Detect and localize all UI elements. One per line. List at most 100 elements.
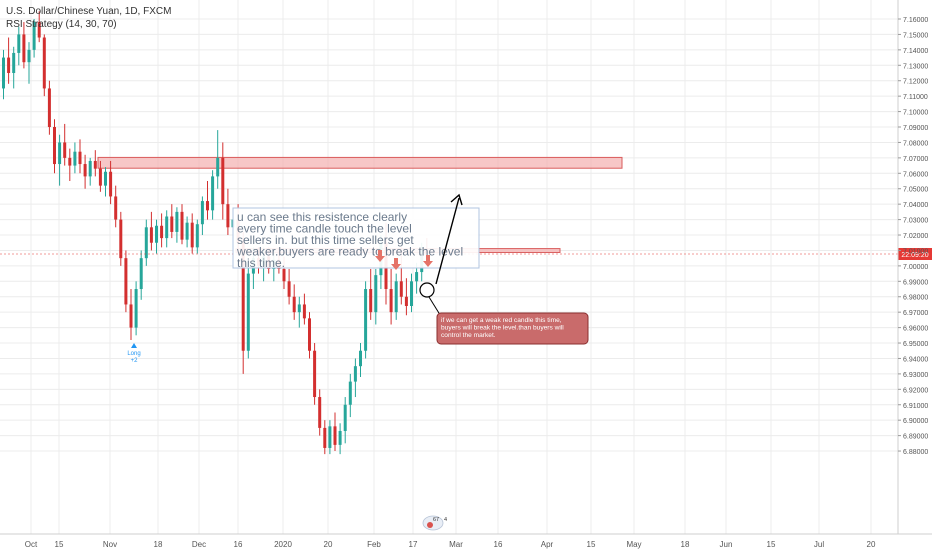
candle-body	[195, 224, 199, 248]
candle-body	[374, 275, 378, 313]
candle	[353, 358, 357, 398]
red-callout-text: if we can get a weak red candle this tim…	[441, 317, 564, 339]
candle-body	[7, 57, 11, 74]
candle	[7, 37, 11, 84]
candle	[53, 119, 56, 174]
x-tick-label: 17	[409, 540, 418, 549]
candle	[369, 268, 373, 320]
red-callout-line: control the market.	[441, 332, 496, 339]
candle	[155, 219, 158, 254]
down-arrow-head	[423, 261, 433, 267]
candle-body	[206, 201, 209, 211]
down-arrow-head	[375, 256, 385, 262]
y-tick-label: 7.15000	[903, 32, 928, 39]
candle-body	[42, 37, 46, 89]
candle-body	[93, 160, 97, 169]
chart-legend: U.S. Dollar/Chinese Yuan, 1D, FXCM RSI S…	[6, 5, 171, 31]
y-tick-label: 7.08000	[903, 140, 928, 147]
down-arrow-shaft	[378, 250, 382, 256]
candle-body	[78, 151, 82, 165]
y-tick-label: 7.13000	[903, 63, 928, 70]
y-tick-label: 6.94000	[903, 356, 928, 363]
time-axis: Oct 15 Nov 18 Dec 16 2020 20 Feb 17 Mar 16 Apr 15 May 1…	[0, 533, 932, 549]
candle	[389, 268, 393, 325]
ideas-badge[interactable]: 67 4	[422, 515, 447, 531]
candle-body	[216, 157, 220, 177]
highlight-circle	[419, 282, 435, 298]
candle	[12, 46, 16, 89]
candle	[149, 211, 153, 251]
candle-body	[333, 426, 337, 445]
candle-body	[149, 227, 153, 243]
red-callout-line: if we can get a weak red candle this tim…	[441, 317, 562, 324]
x-tick-label: 15	[767, 540, 776, 549]
y-tick-label: 6.99000	[903, 279, 928, 286]
annotation-line: weaker.buyers are ready to break the lev…	[236, 245, 463, 259]
x-tick-label: Apr	[541, 540, 554, 549]
price-axis: 7.16000 7.15000 7.14000 7.13000 7.12000 7.110…	[897, 0, 928, 534]
candle-body	[63, 142, 67, 158]
y-tick-label: 7.06000	[903, 171, 928, 178]
candle-body	[389, 289, 393, 313]
candle-body	[302, 304, 306, 319]
candle-body	[190, 222, 194, 248]
price-tag-label: 22:09:20	[901, 252, 928, 259]
y-tick-label: 6.92000	[903, 387, 928, 394]
y-tick-label: 6.95000	[903, 341, 928, 348]
candle	[359, 343, 362, 377]
candle-body	[37, 22, 41, 38]
candle	[211, 170, 215, 220]
y-tick-label: 7.04000	[903, 202, 928, 209]
candle-body	[17, 34, 21, 53]
candle-body	[221, 157, 225, 205]
candle	[170, 204, 174, 239]
candle-body	[32, 22, 36, 50]
down-arrow-icon	[423, 255, 433, 267]
red-callout[interactable]: if we can get a weak red candle this tim…	[436, 312, 589, 345]
down-arrow-shaft	[394, 258, 398, 264]
y-tick-label: 7.03000	[903, 218, 928, 225]
candle	[129, 289, 133, 340]
candle-body	[139, 258, 143, 290]
candle	[318, 389, 322, 436]
y-tick-label: 7.14000	[903, 48, 928, 55]
candle	[216, 130, 220, 189]
candle-body	[22, 34, 26, 63]
annotation-box	[232, 207, 480, 269]
candle	[17, 26, 21, 66]
candle	[348, 373, 352, 418]
candle	[175, 207, 179, 243]
candle-body	[12, 52, 16, 74]
candle-body	[211, 176, 215, 211]
x-tick-label: 18	[681, 540, 690, 549]
annotation-note[interactable]: u can see this resistence clearly every t…	[232, 207, 480, 270]
red-callout-line: buyers will break the level.than buyers …	[441, 325, 564, 332]
candle	[119, 211, 123, 266]
candle	[328, 420, 332, 455]
x-tick-label: May	[626, 540, 641, 549]
x-tick-label: 16	[494, 540, 503, 549]
x-tick-label: 18	[154, 540, 163, 549]
signal-arrow-icon	[131, 343, 137, 348]
candle	[292, 284, 296, 320]
candle-body	[134, 289, 138, 328]
candle	[221, 142, 225, 220]
candle	[22, 22, 26, 69]
overlays: 22:09:20 Long+2 u can see this resistence …	[0, 193, 932, 531]
x-tick-label: Jun	[720, 540, 733, 549]
candle	[338, 423, 342, 455]
resistance-zone[interactable]	[97, 156, 623, 169]
candle-body	[58, 142, 62, 165]
candle-body	[318, 397, 322, 428]
candle	[37, 11, 41, 43]
candle-body	[53, 127, 56, 165]
candle	[58, 134, 62, 186]
annotation-line: every time candle touch the level	[237, 222, 412, 236]
long-signal-marker[interactable]: Long+2	[127, 343, 141, 364]
badge-count-secondary: 4	[444, 517, 447, 523]
symbol-title: U.S. Dollar/Chinese Yuan, 1D, FXCM	[6, 6, 172, 17]
y-tick-label: 7.12000	[903, 79, 928, 86]
y-tick-label: 7.07000	[903, 156, 928, 163]
breakout-arrow-line	[435, 197, 460, 285]
